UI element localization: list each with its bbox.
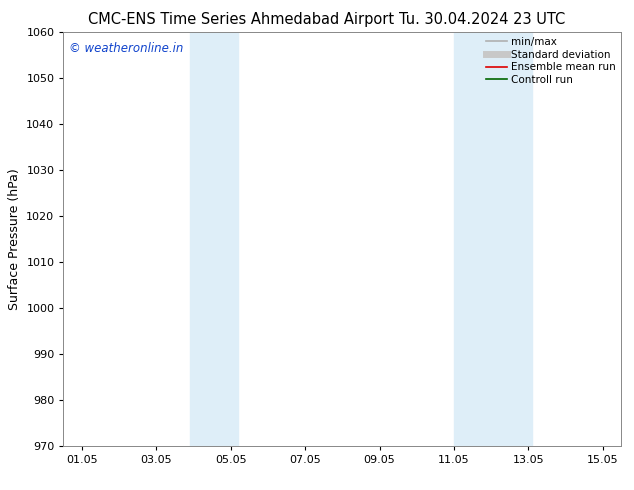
Text: CMC-ENS Time Series Ahmedabad Airport: CMC-ENS Time Series Ahmedabad Airport — [88, 12, 394, 27]
Text: © weatheronline.in: © weatheronline.in — [69, 42, 183, 55]
Y-axis label: Surface Pressure (hPa): Surface Pressure (hPa) — [8, 168, 21, 310]
Bar — [454, 32, 532, 446]
Legend: min/max, Standard deviation, Ensemble mean run, Controll run: min/max, Standard deviation, Ensemble me… — [484, 35, 618, 87]
Text: Tu. 30.04.2024 23 UTC: Tu. 30.04.2024 23 UTC — [399, 12, 565, 27]
Bar — [190, 32, 238, 446]
